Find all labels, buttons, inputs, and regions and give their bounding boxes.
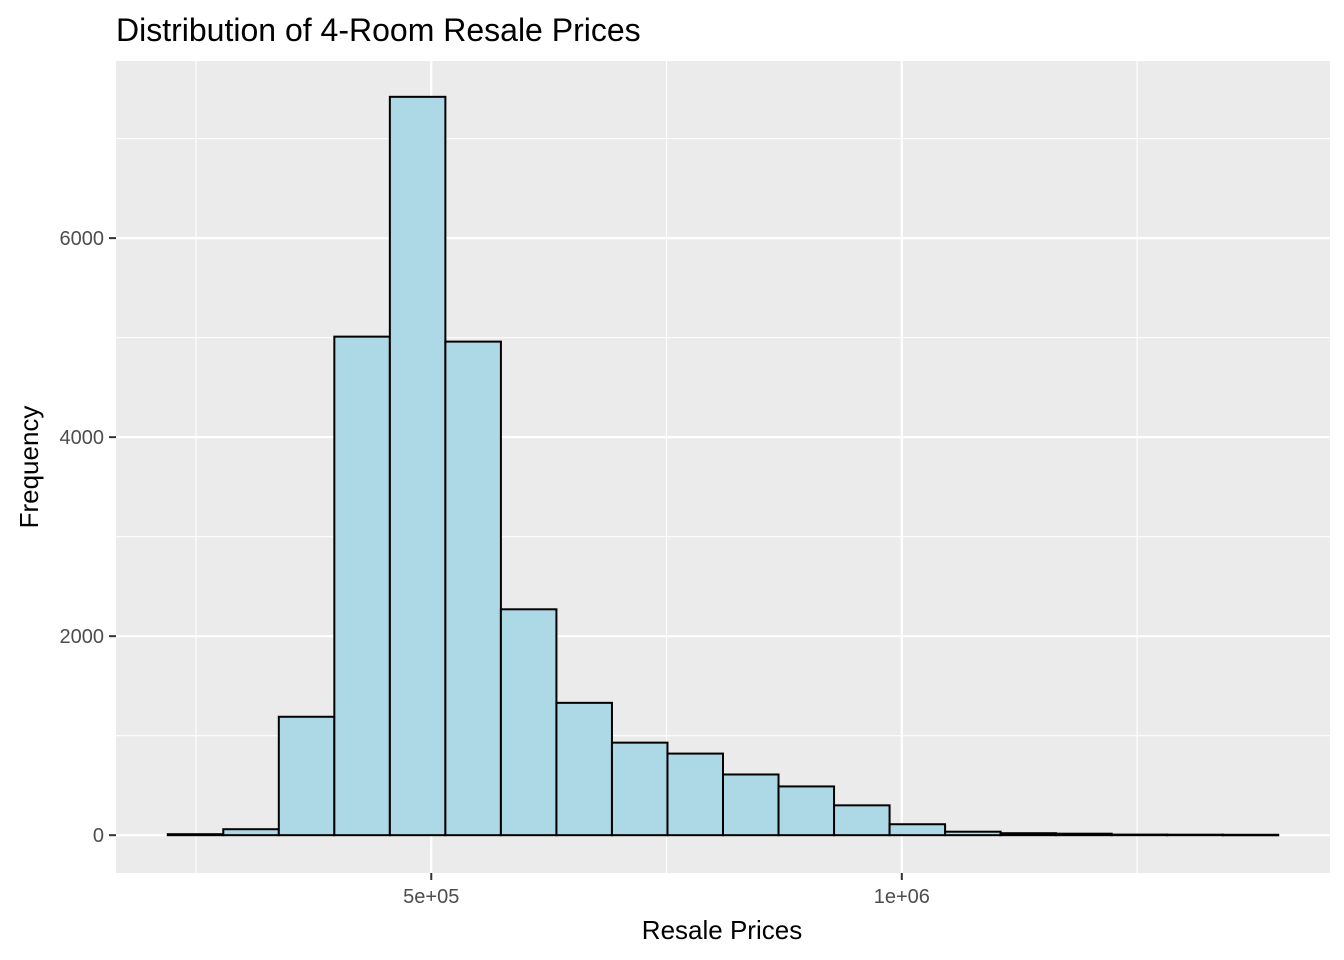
histogram-bar xyxy=(1055,832,1113,837)
chart-title: Distribution of 4-Room Resale Prices xyxy=(116,12,641,48)
y-axis-title: Frequency xyxy=(14,406,44,529)
histogram-bar xyxy=(166,833,225,837)
x-tick-label: 5e+05 xyxy=(403,886,459,908)
histogram-bar xyxy=(610,741,669,837)
histogram-bar xyxy=(333,335,391,837)
x-axis-title: Resale Prices xyxy=(642,915,802,945)
y-tick-label: 0 xyxy=(93,825,104,847)
y-tick-label: 2000 xyxy=(60,626,105,648)
histogram-bar xyxy=(722,773,780,837)
histogram-bar xyxy=(222,828,280,837)
x-axis: 5e+05 1e+06 xyxy=(403,873,930,908)
histogram-bar xyxy=(777,785,836,837)
histogram-bar xyxy=(1221,833,1280,837)
histogram-bar xyxy=(833,804,891,837)
histogram-bar xyxy=(388,95,447,837)
histogram-bars xyxy=(166,95,1280,837)
histogram-bar xyxy=(944,830,1002,837)
y-tick-label: 6000 xyxy=(60,228,105,250)
histogram-bar xyxy=(666,752,724,837)
histogram-bar xyxy=(499,608,558,837)
histogram-bar xyxy=(1110,833,1169,837)
x-tick-label: 1e+06 xyxy=(874,886,930,908)
histogram-bar xyxy=(888,823,947,837)
histogram-bar xyxy=(444,340,502,837)
histogram-bar xyxy=(999,832,1058,837)
y-axis: 0 2000 4000 6000 xyxy=(60,228,116,847)
y-tick-label: 4000 xyxy=(60,427,105,449)
histogram-bar xyxy=(1166,833,1224,837)
histogram-bar xyxy=(277,715,336,837)
histogram-bar xyxy=(555,701,613,837)
